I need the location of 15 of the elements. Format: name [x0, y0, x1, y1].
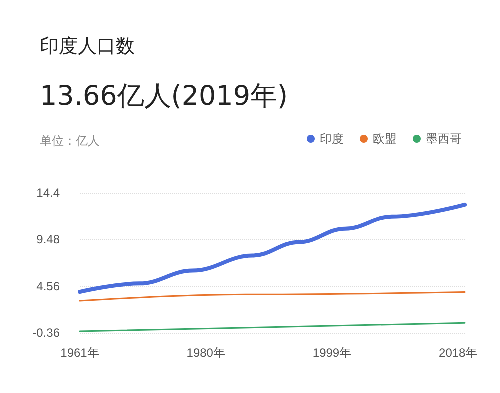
x-tick-label: 1999年 — [312, 346, 352, 360]
legend-label: 印度 — [320, 132, 344, 146]
legend-label: 墨西哥 — [426, 132, 462, 146]
y-tick-label: 4.56 — [36, 279, 60, 294]
y-tick-label: 14.4 — [36, 186, 60, 200]
y-tick-label: -0.36 — [32, 326, 60, 340]
y-axis-title: 单位：亿人 — [40, 134, 100, 148]
chart-title: 印度人口数 — [40, 36, 135, 58]
y-tick-label: 9.48 — [36, 232, 60, 247]
x-tick-label: 1980年 — [186, 346, 226, 360]
x-tick-label: 1961年 — [60, 346, 100, 360]
x-tick-label: 2018年 — [439, 346, 478, 360]
legend-label: 欧盟 — [373, 132, 397, 146]
line-series — [78, 202, 467, 294]
chart-subtitle: 13.66亿人(2019年) — [40, 81, 288, 112]
